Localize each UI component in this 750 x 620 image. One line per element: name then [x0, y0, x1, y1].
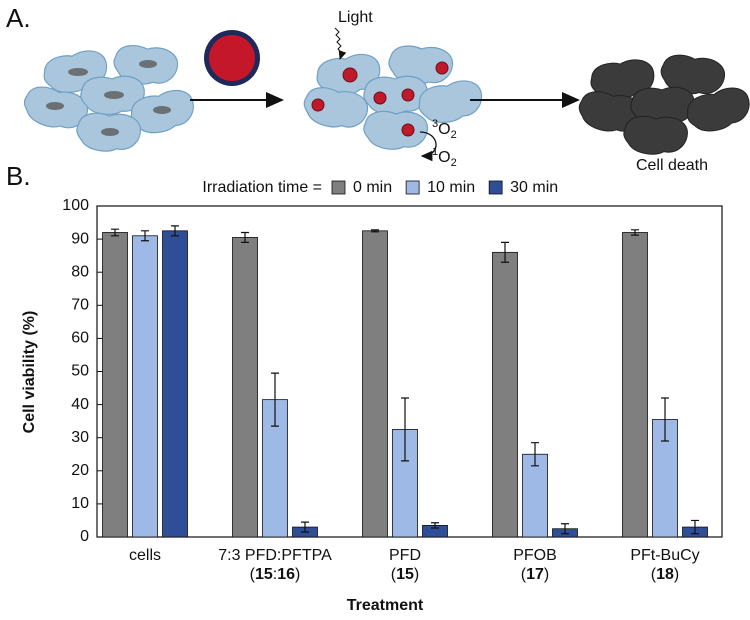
- superscript: 1: [432, 146, 438, 158]
- dead-cell: [622, 113, 689, 158]
- superscript: 3: [432, 118, 438, 130]
- x-tick-note: (17): [521, 566, 549, 583]
- nanoparticle: [311, 98, 325, 112]
- oxygen: O: [438, 149, 450, 166]
- panel-label: B.: [6, 161, 31, 191]
- error-bar: [431, 522, 439, 529]
- y-tick-label: 80: [71, 263, 89, 280]
- error-bar: [171, 225, 179, 237]
- y-tick-label: 20: [71, 462, 89, 479]
- legend-label: 10 min: [427, 179, 475, 196]
- nanoparticle: [401, 123, 415, 137]
- nucleus: [139, 60, 157, 68]
- x-tick-label: 7:3 PFD:PFTPA: [218, 547, 332, 564]
- x-tick-label: PFOB: [513, 547, 557, 564]
- x-tick-label: PFD: [389, 547, 421, 564]
- x-tick-label: PFt-BuCy: [630, 547, 699, 564]
- legend-swatch: [405, 180, 420, 195]
- oxygen-label: 1O2: [432, 146, 457, 169]
- y-tick-label: 100: [62, 197, 89, 214]
- nucleus: [153, 106, 171, 114]
- y-tick-label: 30: [71, 429, 89, 446]
- y-tick-label: 10: [71, 495, 89, 512]
- legend-label: 0 min: [353, 179, 392, 196]
- error-bar: [661, 397, 669, 442]
- legend-title: Irradiation time =: [202, 179, 322, 196]
- oxygen: O: [438, 121, 450, 138]
- oxygen-label: 3O2: [432, 118, 457, 141]
- cell: [299, 82, 372, 135]
- subscript: 2: [451, 157, 457, 169]
- legend-swatch: [331, 180, 346, 195]
- bar: [162, 230, 188, 538]
- reaction-arrow: [419, 131, 437, 162]
- nanoparticle: [401, 88, 415, 102]
- dead-cells: [574, 50, 750, 158]
- y-tick-label: 60: [71, 330, 89, 347]
- error-bar: [561, 523, 569, 535]
- y-tick-label: 50: [71, 363, 89, 380]
- bar: [232, 237, 258, 538]
- y-axis-title: Cell viability (%): [21, 311, 38, 434]
- y-tick-label: 90: [71, 230, 89, 247]
- error-bar: [531, 442, 539, 467]
- y-tick-label: 70: [71, 297, 89, 314]
- error-bar: [111, 228, 119, 237]
- error-bar: [241, 231, 249, 244]
- bar: [102, 232, 128, 538]
- nanoparticle: [373, 91, 387, 105]
- x-tick-note: (15:16): [250, 566, 301, 583]
- error-bar: [631, 229, 639, 236]
- light-label: Light: [338, 9, 373, 26]
- healthy-cells: [19, 41, 199, 155]
- subscript: 2: [451, 129, 457, 141]
- cell: [363, 75, 428, 115]
- error-bar: [371, 229, 379, 233]
- error-bar: [271, 372, 279, 427]
- error-bar: [301, 521, 309, 533]
- nanoparticle: [342, 67, 358, 83]
- bar: [522, 453, 548, 538]
- y-tick-label: 40: [71, 396, 89, 413]
- nucleus: [46, 102, 64, 110]
- bar: [362, 230, 388, 538]
- nanoparticle-core: [209, 35, 255, 81]
- cell: [361, 108, 430, 153]
- nanoparticle: [435, 61, 449, 75]
- nucleus: [104, 91, 124, 99]
- bar: [622, 232, 648, 538]
- error-bar: [141, 230, 149, 242]
- panel-label: A.: [6, 3, 31, 33]
- treated-cells: [299, 42, 486, 153]
- legend-swatch: [488, 180, 503, 195]
- nucleus: [101, 128, 119, 136]
- x-axis-title: Treatment: [347, 597, 424, 614]
- nucleus: [68, 68, 88, 76]
- x-tick-note: (18): [651, 566, 679, 583]
- error-bar: [691, 519, 699, 535]
- outcome-label: Cell death: [636, 157, 708, 174]
- light-arrow: [334, 27, 347, 60]
- bar: [132, 235, 158, 538]
- x-tick-label: cells: [129, 547, 161, 564]
- error-bar: [401, 397, 409, 462]
- x-tick-note: (15): [391, 566, 419, 583]
- bar: [492, 251, 518, 538]
- y-tick-label: 0: [80, 528, 89, 545]
- legend-label: 30 min: [510, 179, 558, 196]
- error-bar: [501, 241, 509, 263]
